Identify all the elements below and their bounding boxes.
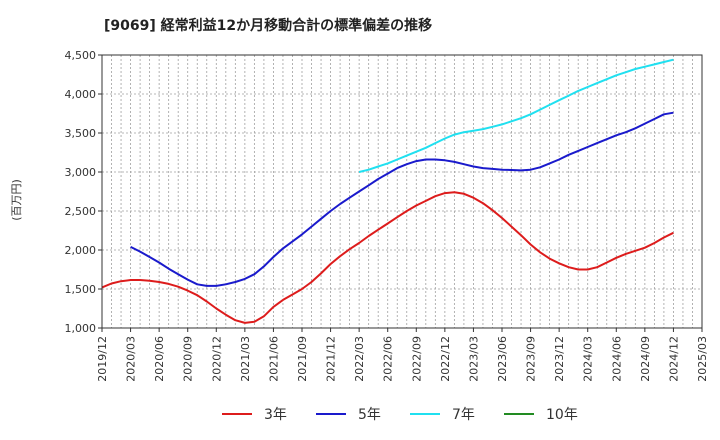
x-tick-label: 2021/06 — [267, 336, 280, 382]
y-axis-label: (百万円) — [10, 179, 23, 221]
legend-label: 5年 — [358, 407, 381, 423]
y-tick-label: 3,000 — [65, 166, 97, 179]
y-tick-label: 2,500 — [65, 205, 97, 218]
series-line — [101, 191, 674, 324]
x-tick-label: 2024/03 — [582, 336, 595, 382]
x-tick-label: 2022/06 — [382, 336, 395, 382]
series-line — [358, 58, 674, 173]
x-tick-label: 2020/12 — [210, 336, 223, 382]
x-tick-label: 2020/09 — [182, 336, 195, 382]
y-tick-label: 2,000 — [65, 244, 97, 257]
chart-title: [9069] 経常利益12か月移動合計の標準偏差の推移 — [104, 17, 432, 34]
x-tick-label: 2021/03 — [239, 336, 252, 382]
y-tick-label: 4,000 — [65, 88, 97, 101]
x-tick-label: 2023/09 — [525, 336, 538, 382]
plot-frame — [101, 54, 703, 329]
x-axis-ticks: 2019/12 2020/03 2020/06 2020/09 2020/12 2021/… — [96, 328, 709, 382]
x-tick-label: 2023/12 — [553, 336, 566, 382]
y-axis-ticks: 1,000 1,500 2,000 2,500 3,000 3,500 4,000 4,500 — [65, 49, 102, 335]
legend-label: 10年 — [546, 407, 578, 423]
x-tick-label: 2021/12 — [325, 336, 338, 382]
legend-label: 7年 — [452, 407, 475, 423]
x-tick-label: 2025/03 — [696, 336, 709, 382]
y-tick-label: 1,500 — [65, 283, 97, 296]
x-tick-label: 2022/12 — [439, 336, 452, 382]
y-tick-label: 3,500 — [65, 127, 97, 140]
x-tick-label: 2020/06 — [153, 336, 166, 382]
x-tick-label: 2022/09 — [410, 336, 423, 382]
x-tick-label: 2024/06 — [610, 336, 623, 382]
x-tick-label: 2021/09 — [296, 336, 309, 382]
y-tick-label: 4,500 — [65, 49, 97, 62]
x-tick-label: 2023/06 — [496, 336, 509, 382]
series-lines — [101, 58, 674, 324]
x-tick-label: 2023/03 — [467, 336, 480, 382]
series-line — [130, 111, 674, 287]
x-tick-label: 2019/12 — [96, 336, 109, 382]
x-tick-label: 2024/12 — [667, 336, 680, 382]
x-tick-label: 2022/03 — [353, 336, 366, 382]
x-tick-label: 2020/03 — [125, 336, 138, 382]
grid-lines — [102, 55, 702, 328]
legend: 3年 5年 7年 10年 — [222, 407, 578, 423]
legend-label: 3年 — [264, 407, 287, 423]
y-tick-label: 1,000 — [65, 322, 97, 335]
x-tick-label: 2024/09 — [639, 336, 652, 382]
